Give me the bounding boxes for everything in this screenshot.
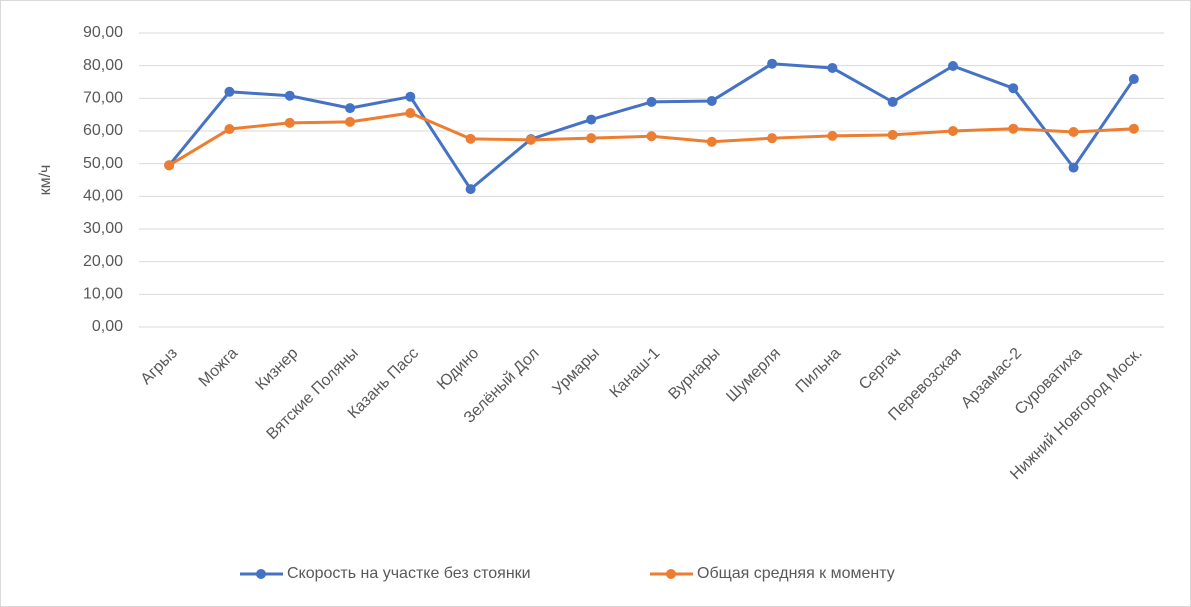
data-point	[1068, 162, 1079, 173]
legend-label: Скорость на участке без стоянки	[287, 565, 531, 582]
y-tick-label: 0,00	[92, 318, 123, 335]
data-point	[405, 108, 416, 119]
data-point	[887, 96, 898, 107]
data-point	[1008, 83, 1019, 94]
y-tick-label: 10,00	[83, 286, 123, 303]
data-point	[887, 129, 898, 140]
data-point	[706, 136, 717, 147]
data-point	[345, 103, 356, 114]
data-point	[405, 91, 416, 102]
y-tick-label: 50,00	[83, 155, 123, 172]
y-tick-label: 80,00	[83, 57, 123, 74]
data-point	[1128, 123, 1139, 134]
data-point	[767, 58, 778, 69]
data-point	[947, 126, 958, 136]
data-point	[1008, 123, 1019, 134]
data-point	[827, 130, 838, 141]
legend-marker	[256, 569, 266, 579]
data-point	[767, 133, 778, 144]
data-point	[224, 124, 235, 135]
data-point	[284, 90, 295, 101]
data-point	[646, 96, 657, 107]
y-tick-label: 40,00	[83, 188, 123, 205]
data-point	[586, 133, 597, 144]
data-point	[646, 131, 657, 142]
legend-marker	[666, 569, 676, 579]
y-tick-label: 90,00	[83, 24, 123, 41]
y-tick-label: 60,00	[83, 122, 123, 139]
data-point	[345, 116, 356, 127]
y-tick-label: 70,00	[83, 90, 123, 107]
y-tick-label: 30,00	[83, 220, 123, 237]
data-point	[827, 62, 838, 73]
data-point	[525, 134, 536, 145]
data-point	[284, 117, 295, 128]
data-point	[164, 160, 175, 171]
data-point	[586, 114, 597, 125]
data-point	[465, 133, 476, 144]
y-axis-label: км/ч	[37, 165, 54, 196]
data-point	[947, 60, 958, 71]
data-point	[1068, 126, 1079, 137]
data-point	[465, 184, 476, 195]
data-point	[1128, 74, 1139, 85]
legend-label: Общая средняя к моменту	[697, 565, 895, 582]
data-point	[224, 86, 235, 97]
y-tick-label: 20,00	[83, 253, 123, 270]
data-point	[706, 95, 717, 106]
